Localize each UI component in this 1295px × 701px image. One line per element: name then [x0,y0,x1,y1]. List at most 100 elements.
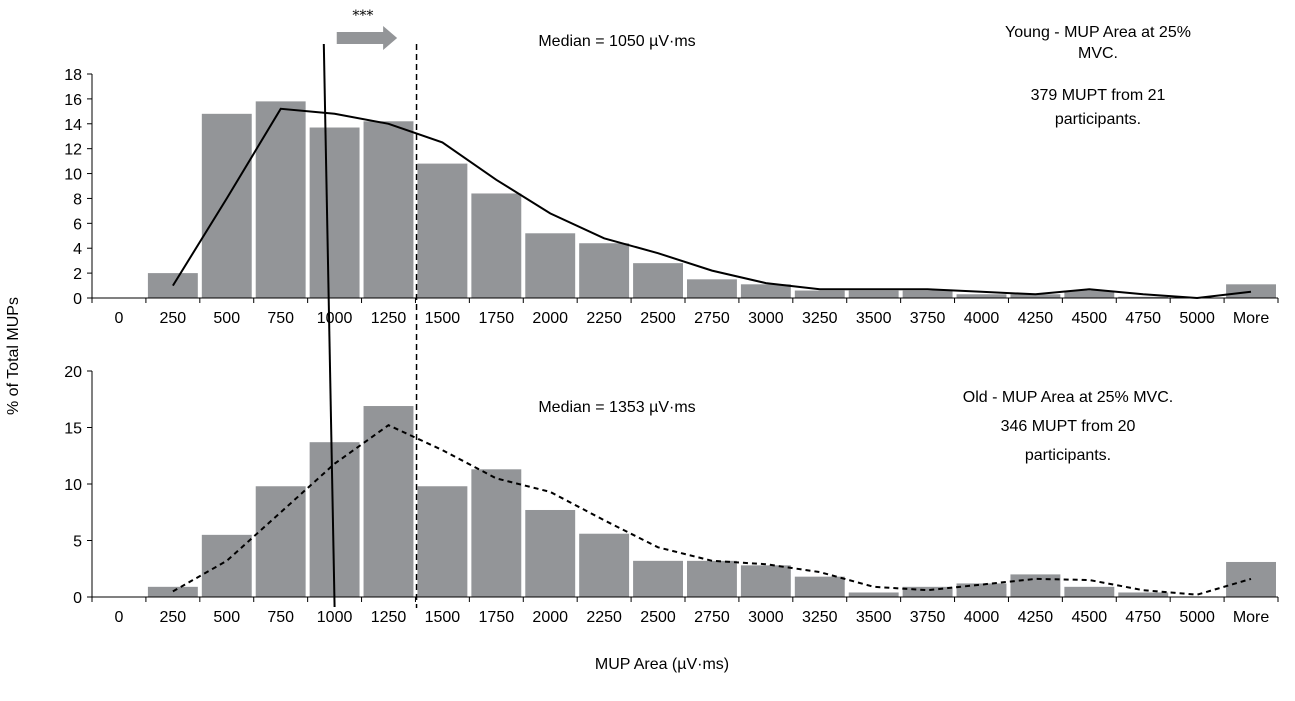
x-tick-label: 4250 [1018,609,1054,626]
histogram-bar [147,586,198,597]
histogram-bar [1226,284,1276,298]
median-label: Median = 1353 µV·ms [538,399,695,416]
histogram-bar [794,290,845,298]
histogram-bar [956,294,1007,298]
y-tick-label: 16 [64,92,82,109]
x-tick-label: 5000 [1179,310,1215,327]
histogram-bar [740,565,791,597]
histogram-bar [201,113,252,298]
x-tick-label: 4250 [1018,310,1054,327]
y-tick-label: 18 [64,67,82,84]
y-tick-label: 15 [64,421,82,438]
x-tick-label: 3750 [910,310,946,327]
x-tick-label: 3750 [910,609,946,626]
histogram-bar [848,290,899,298]
y-tick-label: 0 [73,590,82,607]
y-tick-label: 5 [73,534,82,551]
x-tick-label: 1750 [479,609,515,626]
x-tick-label: 3250 [802,310,838,327]
x-tick-label: 1250 [371,609,407,626]
histogram-bar [579,243,630,298]
x-tick-label: 3250 [802,609,838,626]
old-distribution-curve [172,424,1252,596]
y-tick-label: 12 [64,142,82,159]
x-tick-label: 250 [160,609,187,626]
x-tick-label: 2500 [640,310,676,327]
y-tick-label: 4 [73,241,82,258]
x-tick-label: 2000 [532,609,568,626]
x-tick-label: 4000 [964,609,1000,626]
x-tick-label: 1750 [479,310,515,327]
histogram-bar [633,263,683,298]
histogram-bar [201,534,252,597]
histogram-bar [1118,296,1169,298]
young-histogram-panel: 0 2 4 6 8 10 12 14 16 18 0 250 500 750 1000 1250 1500 175… [64,24,1279,327]
x-tick-label: 2250 [586,310,622,327]
x-tick-label: More [1233,310,1270,327]
x-tick-label: 2250 [586,609,622,626]
x-tick-label: 750 [267,609,294,626]
annotation-line: 346 MUPT from 20 [1001,418,1136,435]
young-distribution-curve [172,107,1252,300]
y-tick-label: 20 [64,364,82,381]
histogram-bar [1010,574,1061,597]
annotation-line: participants. [1055,111,1141,128]
histogram-bar [363,406,414,597]
histogram-bar [417,163,468,298]
old-histogram-panel: 0 5 10 15 20 0 250 500 750 1000 1250 1500 1750 2000 22… [64,364,1279,626]
histogram-bar [309,127,360,298]
histogram-bar [1064,586,1115,597]
y-tick-label: 14 [64,117,82,134]
histogram-bar [471,469,522,597]
histogram-bar [740,284,791,298]
x-tick-label: 4500 [1072,609,1108,626]
x-tick-label: 4000 [964,310,1000,327]
x-tick-label: 500 [213,310,240,327]
histogram-bar [794,576,845,597]
annotation-line: Young - MUP Area at 25% [1005,24,1191,41]
young-median-line [322,43,336,608]
x-axis-label: MUP Area (µV·ms) [595,656,729,673]
x-tick-label: 3500 [856,310,892,327]
x-tick-label: 5000 [1179,609,1215,626]
histogram-bar [848,592,899,597]
annotation-line: participants. [1025,447,1111,464]
histogram-bar [687,279,737,298]
median-label: Median = 1050 µV·ms [538,33,695,50]
histogram-bar [687,560,737,597]
x-tick-label: 2750 [694,609,730,626]
x-tick-label: 2750 [694,310,730,327]
x-tick-label: 3000 [748,310,784,327]
x-tick-label: 1500 [425,310,461,327]
x-tick-label: 1500 [425,609,461,626]
y-axis-label: % of Total MUPs [5,297,22,415]
annotation-line: Old - MUP Area at 25% MVC. [963,389,1173,406]
significance-stars: *** [352,8,373,24]
histogram-bar [363,121,414,299]
histogram-bar [525,509,576,597]
x-tick-label: 3500 [856,609,892,626]
histogram-bar [902,290,953,298]
x-tick-label: 2000 [532,310,568,327]
histogram-bar [255,486,306,597]
annotation-line: MVC. [1078,45,1118,62]
x-tick-label: 1000 [317,609,353,626]
histogram-bar [1118,592,1169,597]
x-tick-label: 4750 [1125,310,1161,327]
histogram-bar [255,101,306,298]
x-tick-label: 750 [267,310,294,327]
x-tick-label: 2500 [640,609,676,626]
median-overlay: *** [322,8,418,608]
y-tick-label: 10 [64,167,82,184]
x-tick-label: 0 [115,609,124,626]
histogram-bar [633,560,683,597]
x-tick-label: 3000 [748,609,784,626]
x-tick-label: 250 [160,310,187,327]
x-tick-label: 4750 [1125,609,1161,626]
shift-arrow [336,26,398,50]
y-tick-label: 10 [64,477,82,494]
x-tick-label: 1000 [317,310,353,327]
histogram-bar [525,233,576,298]
histogram-bar [902,586,953,597]
